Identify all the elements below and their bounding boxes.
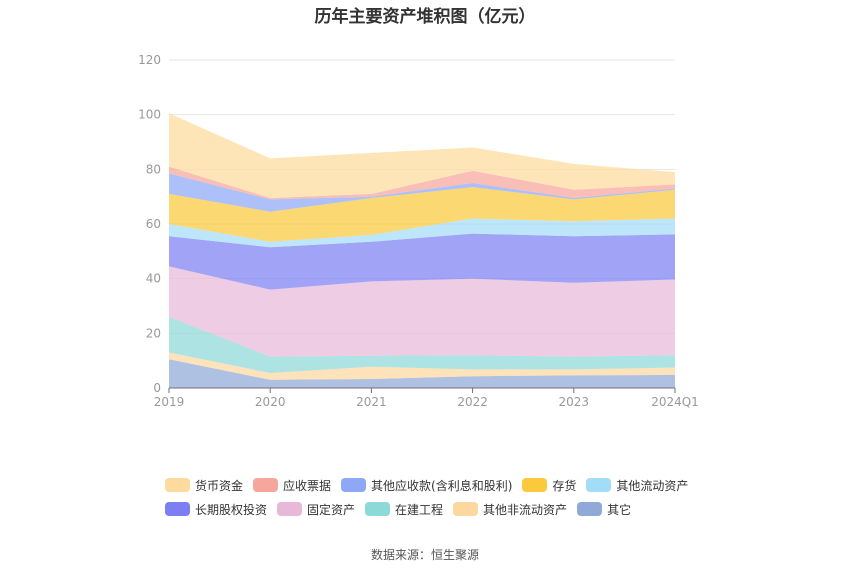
legend-item[interactable]: 长期股权投资 [165, 501, 267, 518]
legend-label: 在建工程 [395, 502, 444, 517]
y-tick-label: 100 [138, 108, 161, 122]
legend-item[interactable]: 在建工程 [365, 501, 443, 518]
legend-row-1: 货币资金 应收票据 其他应收款(含利息和股利) 存货 其他流动资产 [165, 473, 725, 497]
legend-item[interactable]: 其它 [577, 501, 631, 518]
legend-item[interactable]: 其他流动资产 [586, 477, 688, 494]
x-tick-label: 2019 [154, 395, 185, 409]
legend-label: 其他流动资产 [616, 478, 689, 493]
area-chart: 0 20 40 60 80 100 120 2019 2020 2021 2022 2023 2024Q… [138, 53, 699, 409]
legend-label: 货币资金 [195, 478, 244, 493]
area-series [169, 173, 675, 212]
legend-swatch [577, 502, 603, 516]
legend-item[interactable]: 货币资金 [165, 477, 243, 494]
area-series [169, 266, 675, 357]
legend-row-2: 长期股权投资 固定资产 在建工程 其他非流动资产 其它 [165, 497, 725, 521]
legend-label: 其它 [607, 502, 632, 517]
area-series [169, 218, 675, 248]
y-tick-label: 20 [146, 326, 161, 340]
axes: 0 20 40 60 80 100 120 2019 2020 2021 2022 2023 2024Q… [138, 53, 699, 409]
legend-swatch [453, 502, 479, 516]
source-label: 数据来源： [370, 548, 431, 562]
legend-swatch [586, 478, 612, 492]
legend-item[interactable]: 固定资产 [277, 501, 355, 518]
chart-title: 历年主要资产堆积图（亿元） [314, 7, 536, 27]
legend-swatch [341, 478, 367, 492]
area-series [169, 316, 675, 373]
area-series [169, 352, 675, 380]
area-series [169, 113, 675, 198]
area-series [169, 233, 675, 290]
legend-label: 存货 [552, 478, 577, 493]
y-tick-label: 60 [146, 217, 161, 231]
legend-swatch [522, 478, 548, 492]
legend: 货币资金 应收票据 其他应收款(含利息和股利) 存货 其他流动资产 长期股权投资… [165, 473, 725, 521]
stacked-areas [169, 113, 675, 388]
x-tick-label: 2024Q1 [651, 395, 699, 409]
legend-label: 其他应收款(含利息和股利) [371, 478, 513, 493]
y-tick-label: 0 [153, 381, 161, 395]
legend-label: 应收票据 [283, 478, 332, 493]
x-tick-label: 2022 [457, 395, 488, 409]
data-source: 数据来源：恒生聚源 [0, 546, 850, 563]
x-tick-label: 2023 [559, 395, 590, 409]
area-series [169, 359, 675, 388]
x-tick-label: 2020 [255, 395, 286, 409]
legend-item[interactable]: 应收票据 [253, 477, 331, 494]
legend-label: 其他非流动资产 [483, 502, 568, 517]
y-tick-label: 40 [146, 272, 161, 286]
area-series [169, 166, 675, 200]
source-value: 恒生聚源 [431, 548, 480, 562]
y-tick-label: 80 [146, 162, 161, 176]
legend-item[interactable]: 其他非流动资产 [453, 501, 567, 518]
legend-swatch [165, 502, 190, 516]
x-tick-label: 2021 [356, 395, 387, 409]
legend-label: 长期股权投资 [195, 502, 268, 517]
legend-item[interactable]: 存货 [522, 477, 576, 494]
legend-swatch [253, 478, 279, 492]
legend-label: 固定资产 [307, 502, 356, 517]
legend-item[interactable]: 其他应收款(含利息和股利) [341, 477, 512, 494]
legend-swatch [365, 502, 391, 516]
legend-swatch [277, 502, 303, 516]
area-series [169, 187, 675, 242]
y-tick-label: 120 [138, 53, 161, 67]
legend-swatch [165, 478, 190, 492]
